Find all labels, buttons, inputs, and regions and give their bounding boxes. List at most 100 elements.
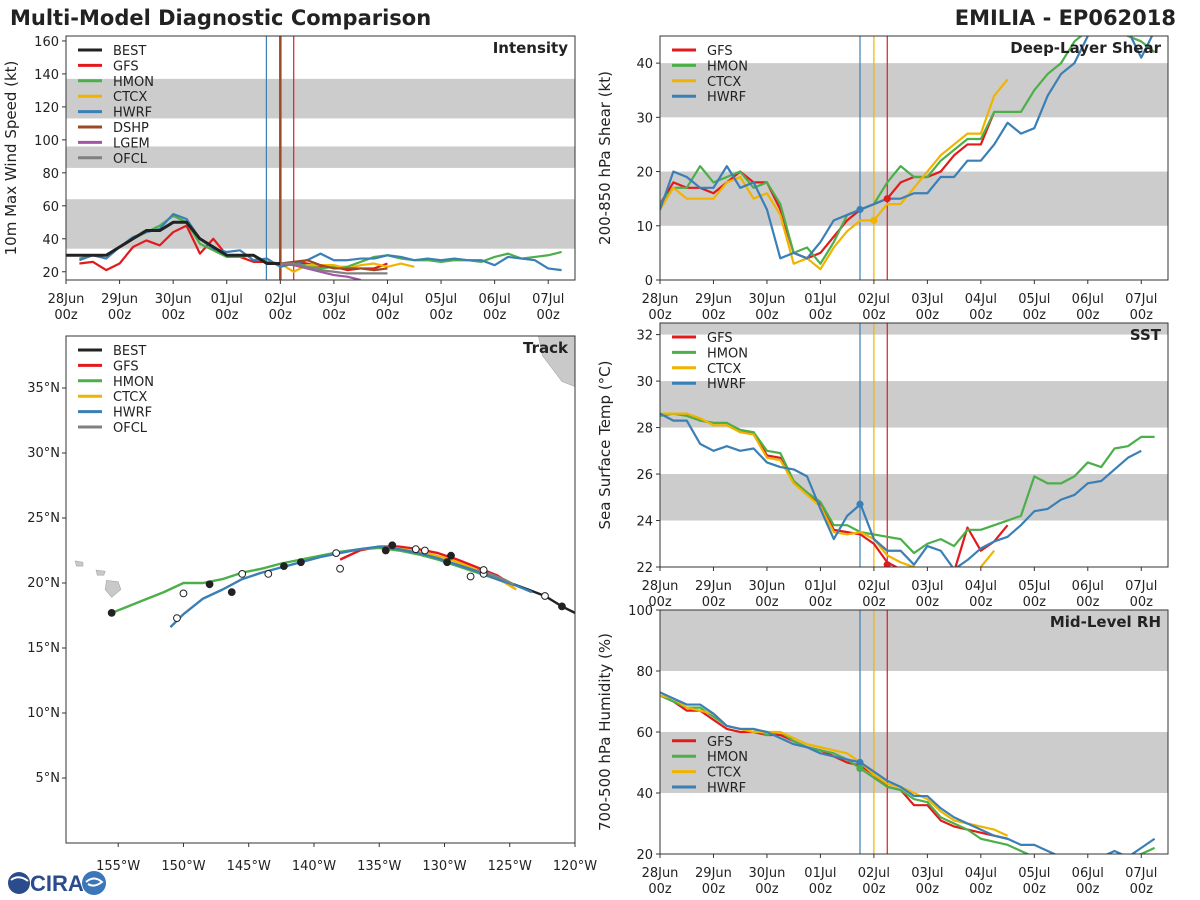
x-tick-label: 02Jul [264,292,296,307]
y-tick-label: 140 [34,68,59,83]
track-point [447,551,455,560]
x-tick-label: 07Jul [1125,866,1157,881]
x-tick-label: 02Jul [858,292,890,307]
init-marker-hwrf [856,205,864,214]
cira-logo: CIRA [8,871,106,896]
track-point [280,562,288,570]
panel-rh: 28Jun00z29Jun00z30Jun00z01Jul00z02Jul00z… [596,604,1169,897]
x-tick-label: 05Jul [425,292,457,307]
init-marker-gfs [883,195,891,203]
x-tick-label: 05Jul [1018,292,1050,307]
track-point [388,541,397,550]
legend-label: GFS [113,359,139,374]
x-tick-label: 02Jul [858,579,890,594]
y-tick-label: 5°N [36,771,61,786]
x-tick-sublabel: 00z [108,308,132,323]
x-tick-sublabel: 00z [161,308,185,323]
legend-label: CTCX [707,362,741,377]
init-marker-hwrf [856,500,864,508]
init-marker-gfs [883,561,891,567]
track-point [381,546,390,555]
plot-frame [65,335,576,844]
x-tick-label: 29Jun [101,292,138,307]
y-tick-label: 80 [636,665,653,680]
x-tick-sublabel: 00z [916,308,940,323]
series-line-ctcx [660,78,1009,271]
shaded-band [660,381,1168,428]
y-axis-label: 200-850 hPa Shear (kt) [596,71,614,245]
land-oahu [74,560,84,567]
x-tick-label: 04Jul [371,292,403,307]
legend-label: CTCX [707,75,741,90]
x-tick-sublabel: 00z [376,308,400,323]
plot-area-sst [660,323,1168,567]
x-tick-label: 04Jul [965,866,997,881]
track-point [443,558,451,567]
x-tick-label: 04Jul [965,579,997,594]
x-tick-label: 150°W [161,859,205,874]
panel-shear: 28Jun00z29Jun00z30Jun00z01Jul00z02Jul00z… [596,35,1169,323]
x-tick-sublabel: 00z [1130,308,1154,323]
y-tick-label: 60 [636,726,653,741]
series-line-gfs [660,111,996,260]
plot-area-track [74,336,575,629]
x-tick-label: 07Jul [532,292,564,307]
x-tick-label: 135°W [357,859,401,874]
panel-title: Track [523,339,569,357]
y-tick-label: 15°N [27,641,60,656]
series-line-ctcx [660,694,1009,837]
x-tick-sublabel: 00z [916,595,940,610]
plot-area-rh [660,610,1168,854]
shaded-band [66,78,575,119]
track-point [466,572,475,581]
x-tick-sublabel: 00z [809,308,833,323]
x-tick-sublabel: 00z [648,308,672,323]
land-hawaii [104,580,122,598]
x-tick-label: 06Jul [479,292,511,307]
legend-label: HWRF [707,781,746,796]
x-tick-sublabel: 00z [862,882,886,897]
x-tick-sublabel: 00z [1023,595,1047,610]
x-tick-sublabel: 00z [483,308,507,323]
legend-label: OFCL [113,152,148,167]
x-tick-sublabel: 00z [755,595,779,610]
y-tick-label: 28 [636,422,653,437]
track-point [179,589,188,598]
legend-label: BEST [113,44,146,59]
shaded-band [66,146,575,168]
plot-frame [659,322,1169,568]
x-tick-sublabel: 00z [537,308,561,323]
x-tick-sublabel: 00z [916,882,940,897]
series-line-hmon [79,214,562,270]
shaded-band [660,732,1168,793]
x-tick-sublabel: 00z [1130,882,1154,897]
y-axis-label: 700-500 hPa Humidity (%) [596,633,614,831]
legend-label: LGEM [113,136,150,151]
legend-label: CTCX [707,766,741,781]
legend-label: CTCX [113,390,147,405]
series-line-hwrf [660,691,1156,854]
y-tick-label: 40 [42,233,59,248]
y-tick-label: 20 [42,266,59,281]
x-tick-sublabel: 00z [862,595,886,610]
legend-label: HMON [707,346,748,361]
shaded-band [660,323,1168,335]
track-point [479,566,488,574]
legend-label: HMON [113,75,154,90]
legend-label: HWRF [707,377,746,392]
x-tick-sublabel: 00z [269,308,293,323]
legend-label: HMON [707,750,748,765]
plot-area-shear [660,36,1168,280]
panel-track: 155°W 150°W 145°W 140°W 135°W 130°W 125°W 120°W… [27,335,597,874]
x-tick-sublabel: 00z [969,308,993,323]
legend-label: OFCL [113,421,148,436]
x-tick-sublabel: 00z [1023,882,1047,897]
land-maui [95,569,106,576]
y-tick-label: 32 [636,329,653,344]
legend-label: CTCX [113,90,147,105]
panel-title: Intensity [493,39,569,57]
storm-title: EMILIA - EP062018 [954,6,1176,30]
x-tick-label: 03Jul [318,292,350,307]
x-tick-label: 30Jun [155,292,192,307]
